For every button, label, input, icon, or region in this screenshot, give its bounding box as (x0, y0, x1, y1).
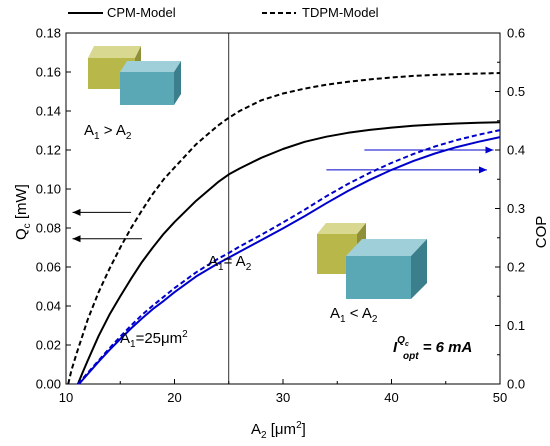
ann-val-main: A (120, 330, 130, 347)
x-tick-label: 10 (59, 390, 73, 405)
y-axis-left-label: Qc [mW] (13, 184, 33, 240)
ann-val-sup: 2 (182, 329, 188, 340)
y-right-tick-label: 0.4 (507, 143, 525, 158)
ann-a1gt-main: A (84, 122, 94, 139)
block-illustration-a1-lt-a2 (317, 223, 427, 299)
y-left-tick-label: 0.16 (36, 65, 61, 80)
ann-a1lt-mid: < A (346, 305, 372, 322)
ylabel-left-unit: [mW] (13, 184, 30, 223)
y-left-tick-label: 0.02 (36, 338, 61, 353)
series-layer (67, 72, 501, 385)
y-left-tick-label: 0.12 (36, 143, 61, 158)
ann-eq-sub2: 2 (246, 262, 252, 273)
x-axis-label: A2 [μm2] (251, 420, 306, 441)
ann-val-rest: =25μm (136, 330, 183, 347)
series-qc-cpm-line (76, 121, 501, 385)
ann-iopt-sub: opt (403, 351, 419, 362)
xlabel-unit: [μm (267, 421, 296, 438)
ann-val-sub: 1 (130, 339, 136, 350)
y-left-tick-label: 0.10 (36, 182, 61, 197)
y-right-tick-label: 0.2 (507, 260, 525, 275)
ann-iopt-sup-sub: c (405, 341, 409, 348)
y-left-tick-label: 0.18 (36, 26, 61, 41)
y-left-tick-label: 0.00 (36, 377, 61, 392)
legend: CPM-Model TDPM-Model (68, 5, 379, 20)
ann-a1lt-main: A (330, 305, 340, 322)
block-illustration-a1-gt-a2 (88, 46, 181, 105)
ann-a1gt-mid: > A (100, 122, 126, 139)
ann-a1gt-sub1: 1 (94, 131, 100, 142)
ann-iopt-sup: Q (397, 335, 405, 346)
x-tick-label: 40 (384, 390, 398, 405)
y-left-tick-label: 0.14 (36, 104, 61, 119)
ticks-layer: 10 20 30 40 500.000.020.040.060.080.100.120.… (36, 26, 525, 406)
ann-iopt-rest: = 6 mA (419, 339, 473, 356)
y-right-tick-label: 0.5 (507, 84, 525, 99)
legend-label-cpm: CPM-Model (107, 5, 176, 20)
legend-label-tdpm: TDPM-Model (302, 5, 379, 20)
xlabel-sub: 2 (261, 430, 267, 441)
axis-arrow-head (478, 166, 487, 174)
series-cop-cpm-line (78, 136, 501, 385)
x-tick-label: 50 (493, 390, 507, 405)
ylabel-left-main: Q (13, 228, 30, 240)
ann-a1lt-sub2: 2 (372, 314, 378, 325)
ann-a1gt-sub2: 2 (126, 131, 132, 142)
ann-eq-main: A (208, 253, 218, 270)
annotation-a1-gt-a2: A1 > A2 (84, 122, 132, 142)
annotation-iopt: IQc opt = 6 mA (393, 335, 472, 362)
arrow-layer (72, 146, 494, 243)
series-cop-tdpm-line (77, 129, 501, 385)
annotation-a1-value: A1=25μm2 (120, 329, 188, 350)
xlabel-unit-end: ] (302, 421, 306, 438)
annotation-a1-lt-a2: A1 < A2 (330, 305, 378, 325)
y-left-tick-label: 0.08 (36, 221, 61, 236)
x-tick-label: 30 (276, 390, 290, 405)
y-right-tick-label: 0.0 (507, 377, 525, 392)
xlabel-unit-sup: 2 (296, 420, 302, 431)
y-left-tick-label: 0.04 (36, 299, 61, 314)
y-right-tick-label: 0.1 (507, 318, 525, 333)
y-left-tick-label: 0.06 (36, 260, 61, 275)
axis-arrow-head (72, 235, 81, 243)
axis-arrow-head (485, 146, 494, 154)
ann-iopt-main: I (393, 339, 398, 356)
xlabel-main: A (251, 421, 261, 438)
y-right-tick-label: 0.3 (507, 201, 525, 216)
ylabel-left-sub: c (22, 223, 33, 228)
y-right-tick-label: 0.6 (507, 26, 525, 41)
x-tick-label: 20 (167, 390, 181, 405)
ann-eq-mid: = A (224, 253, 246, 270)
ann-eq-sub1: 1 (218, 262, 224, 273)
axis-arrow-head (72, 208, 81, 216)
annotation-a1-eq-a2: A1= A2 (208, 253, 252, 273)
y-axis-right-label: COP (533, 216, 550, 249)
ann-a1lt-sub1: 1 (340, 314, 346, 325)
